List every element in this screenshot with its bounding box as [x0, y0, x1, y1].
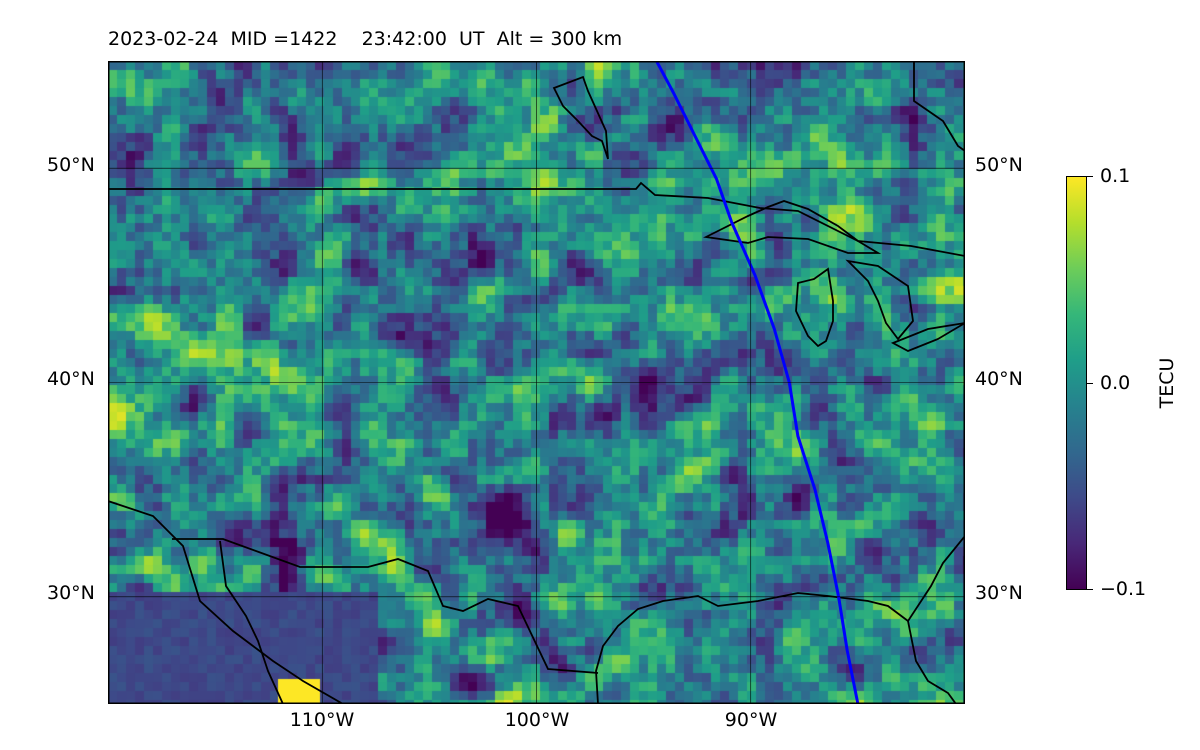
lat-label-40-right: 40°N — [975, 368, 1023, 390]
lat-label-50-right: 50°N — [975, 154, 1023, 176]
lake-erie — [890, 322, 965, 352]
colorbar — [1066, 176, 1087, 590]
colorbar-title: TECU — [1156, 357, 1178, 409]
lake-michigan — [795, 267, 834, 348]
baja-peninsula — [219, 540, 284, 704]
map-title: 2023-02-24 MID =1422 23:42:00 UT Alt = 3… — [108, 28, 623, 50]
colorbar-label-min: −0.1 — [1100, 578, 1147, 600]
coastlines — [108, 61, 965, 704]
lake-huron — [845, 259, 914, 341]
lat-label-30-right: 30°N — [975, 582, 1023, 604]
lake-superior — [703, 200, 882, 254]
atlantic-coast — [907, 535, 965, 704]
colorbar-label-zero: 0.0 — [1100, 372, 1131, 394]
us-mexico-border — [172, 538, 599, 674]
lat-label-40-left: 40°N — [47, 368, 95, 390]
colorbar-tick-mid — [1087, 383, 1093, 384]
baja-gulf — [108, 500, 344, 704]
lat-label-30-left: 30°N — [47, 582, 95, 604]
tec-map — [108, 61, 965, 704]
us-canada-border — [108, 181, 965, 257]
map-frame-border — [108, 61, 965, 704]
lon-label-100w: 100°W — [504, 709, 570, 731]
colorbar-label-max: 0.1 — [1100, 165, 1131, 187]
gridlines — [108, 61, 965, 704]
lon-label-90w: 90°W — [724, 709, 778, 731]
satellite-track — [655, 61, 860, 704]
colorbar-tick-bottom — [1087, 589, 1093, 590]
hudson-bay-coast — [913, 61, 965, 152]
lat-label-50-left: 50°N — [47, 154, 95, 176]
lon-label-110w: 110°W — [289, 709, 355, 731]
gulf-coast — [595, 592, 909, 704]
map-overlay — [108, 61, 965, 704]
lake-winnipeg — [552, 75, 609, 160]
colorbar-tick-top — [1087, 176, 1093, 177]
